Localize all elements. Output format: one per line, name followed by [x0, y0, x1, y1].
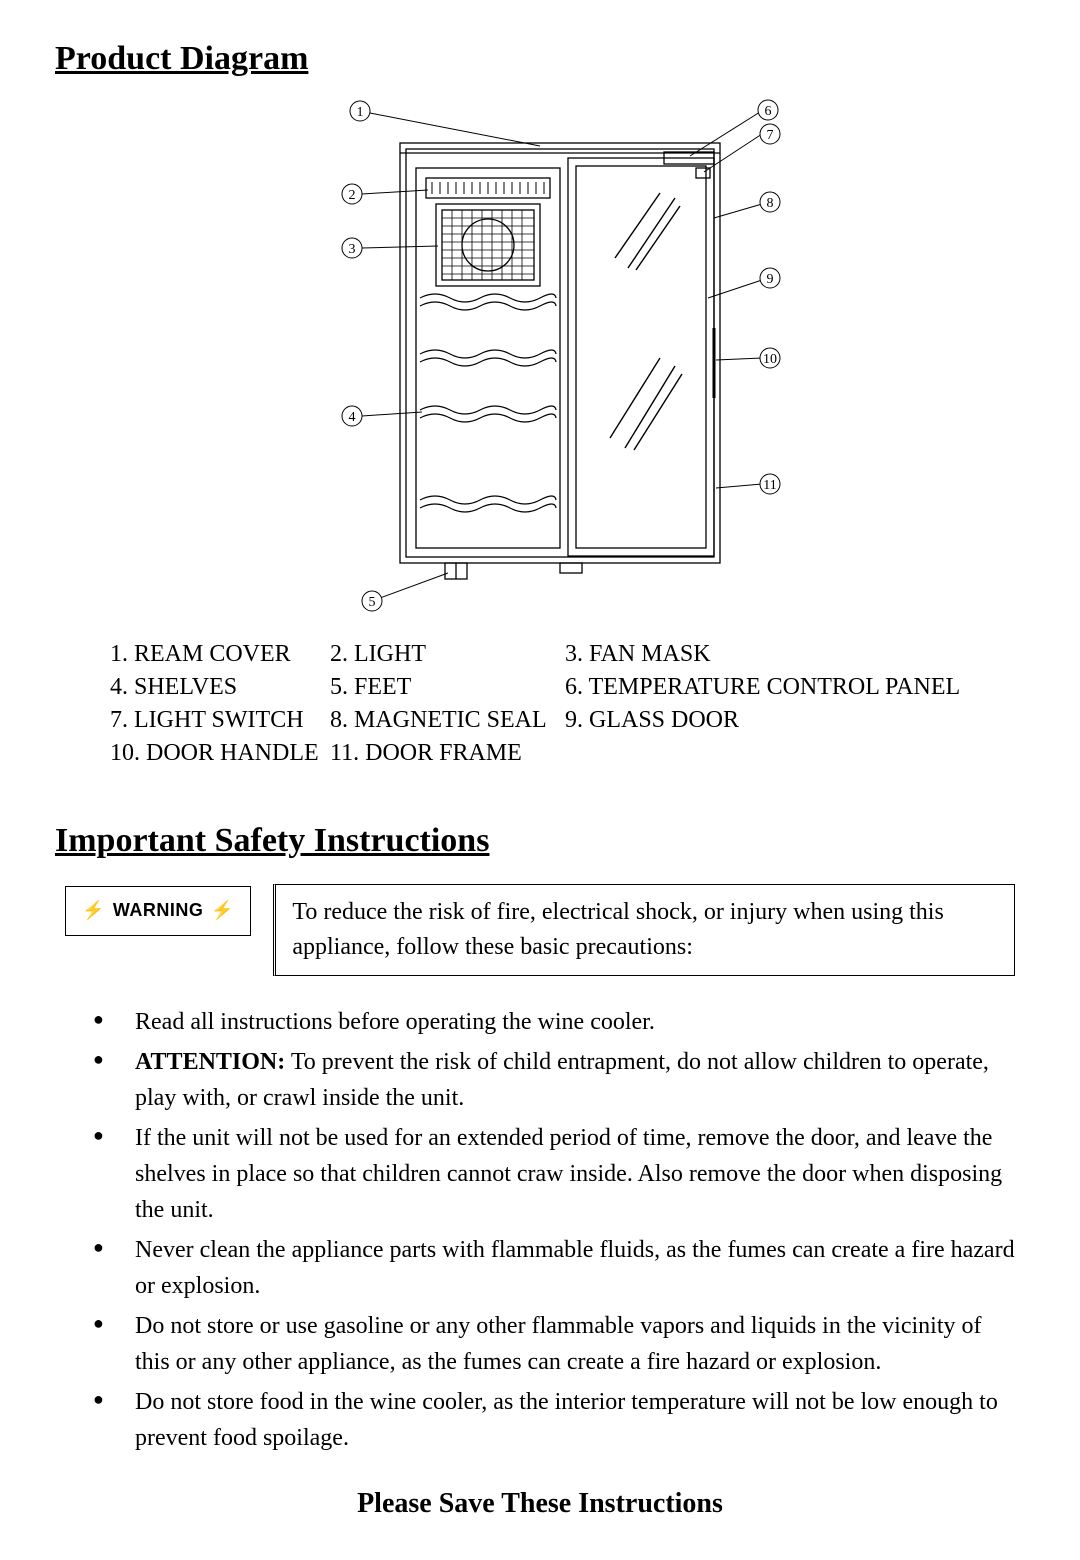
- save-instructions-heading: Please Save These Instructions: [55, 1488, 1025, 1520]
- warning-badge: ⚡ WARNING ⚡: [65, 886, 251, 936]
- legend-item: 4. SHELVES: [110, 674, 320, 701]
- diagram-container: 1 2 3 4 5 6 7 8 9 10 11: [55, 98, 1025, 633]
- parts-legend: 1. REAM COVER 2. LIGHT 3. FAN MASK 4. SH…: [110, 641, 970, 767]
- legend-item: 2. LIGHT: [330, 641, 555, 668]
- legend-item: 7. LIGHT SWITCH: [110, 707, 320, 734]
- instruction-list: Read all instructions before operating t…: [55, 1004, 1025, 1456]
- warning-badge-label: WARNING: [113, 900, 204, 921]
- callout-2: 2: [349, 188, 356, 203]
- legend-item: 1. REAM COVER: [110, 641, 320, 668]
- attention-label: ATTENTION:: [135, 1049, 285, 1075]
- legend-item: 8. MAGNETIC SEAL: [330, 707, 555, 734]
- callout-3: 3: [349, 242, 356, 257]
- instruction-item: Do not store food in the wine cooler, as…: [93, 1384, 1015, 1456]
- callout-8: 8: [767, 196, 774, 211]
- callout-9: 9: [767, 272, 774, 287]
- callout-7: 7: [767, 128, 774, 143]
- instruction-item: Never clean the appliance parts with fla…: [93, 1232, 1015, 1304]
- safety-heading: Important Safety Instructions: [55, 822, 1025, 860]
- warning-text: To reduce the risk of fire, electrical s…: [273, 884, 1015, 976]
- instruction-item: Read all instructions before operating t…: [93, 1004, 1015, 1040]
- callout-10: 10: [763, 352, 777, 367]
- instruction-item: If the unit will not be used for an exte…: [93, 1120, 1015, 1228]
- legend-item: 11. DOOR FRAME: [330, 740, 555, 767]
- bolt-icon: ⚡: [82, 900, 105, 921]
- instruction-item: ATTENTION: To prevent the risk of child …: [93, 1044, 1015, 1116]
- callout-11: 11: [763, 478, 776, 493]
- callout-1: 1: [357, 105, 364, 120]
- callout-4: 4: [349, 410, 356, 425]
- legend-item: 10. DOOR HANDLE: [110, 740, 320, 767]
- legend-item: 9. GLASS DOOR: [565, 707, 970, 734]
- callout-6: 6: [765, 104, 772, 119]
- legend-item: 6. TEMPERATURE CONTROL PANEL: [565, 674, 970, 701]
- product-diagram-svg: 1 2 3 4 5 6 7 8 9 10 11: [260, 98, 820, 628]
- product-diagram-heading: Product Diagram: [55, 40, 1025, 78]
- legend-item: 3. FAN MASK: [565, 641, 970, 668]
- legend-item: 5. FEET: [330, 674, 555, 701]
- warning-row: ⚡ WARNING ⚡ To reduce the risk of fire, …: [55, 884, 1025, 976]
- bolt-icon: ⚡: [211, 900, 234, 921]
- callout-5: 5: [369, 595, 376, 610]
- instruction-item: Do not store or use gasoline or any othe…: [93, 1308, 1015, 1380]
